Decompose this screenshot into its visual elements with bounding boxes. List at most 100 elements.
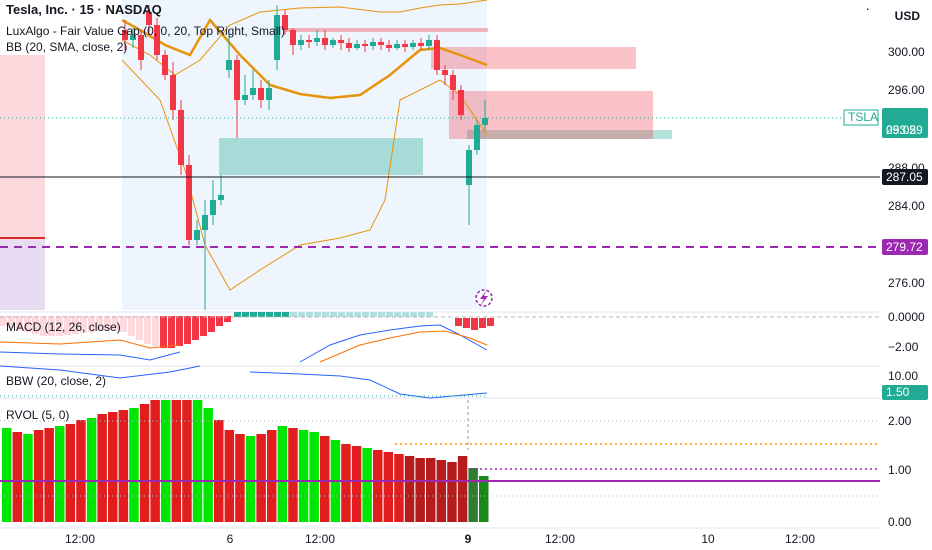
bbw-indicator-legend[interactable]: BBW (20, close, 2) <box>6 374 107 388</box>
last-price-badge-bg <box>882 108 928 138</box>
macd-histogram-bar <box>80 316 87 333</box>
macd-histogram-bar <box>184 316 191 344</box>
bbw-line <box>249 371 488 399</box>
macd-histogram-bar <box>56 316 63 336</box>
candle-body <box>178 110 184 165</box>
fvg-bear-zone-1 <box>431 47 636 69</box>
fvg-indicator-legend[interactable]: LuxAlgo - Fair Value Gap (0, 0, 20, Top … <box>6 24 286 38</box>
macd-histogram-bar <box>160 316 167 348</box>
rvol-bar <box>2 428 12 522</box>
macd-histogram-bar <box>120 316 127 332</box>
macd-histogram-bar <box>479 318 486 328</box>
bb-indicator-legend[interactable]: BB (20, SMA, close, 2) <box>6 40 128 54</box>
rvol-bar <box>373 450 383 522</box>
candle-body <box>210 200 216 215</box>
fvg-bear-zone-2 <box>449 91 653 139</box>
price-axis-tick: 296.00 <box>888 83 925 97</box>
macd-histogram-bar <box>282 312 289 317</box>
macd-histogram-bar <box>418 312 425 317</box>
candle-body <box>474 125 480 150</box>
rvol-bar <box>404 456 415 522</box>
candle-body <box>370 42 376 46</box>
rvol-bar <box>362 448 372 522</box>
macd-line-left <box>0 351 181 361</box>
rvol-bar <box>468 468 478 522</box>
macd-histogram-bar <box>40 316 47 336</box>
candle-body <box>362 44 368 46</box>
rvol-bar <box>383 452 394 522</box>
macd-histogram-bar <box>64 316 71 335</box>
macd-histogram-bar <box>208 316 215 332</box>
rvol-bar <box>214 420 224 522</box>
countdown-label: 05:05 <box>886 123 916 137</box>
candle-body <box>426 40 432 46</box>
macd-histogram-bar <box>24 316 31 332</box>
candle-body <box>450 75 456 90</box>
macd-histogram-bar <box>144 316 151 344</box>
rvol-bar <box>267 430 277 522</box>
rvol-indicator-legend[interactable]: RVOL (5, 0) <box>6 408 70 422</box>
rvol-bar <box>171 400 182 522</box>
rvol-bar <box>288 428 298 522</box>
rvol-bar <box>97 414 107 522</box>
rvol-bar <box>320 436 330 522</box>
macd-signal-line <box>319 330 488 363</box>
candle-body <box>418 43 424 46</box>
candle-body <box>194 230 200 240</box>
candle-body <box>250 88 256 95</box>
rvol-bar <box>457 456 468 522</box>
currency-label[interactable]: USD <box>894 9 920 23</box>
macd-histogram-bar <box>8 316 15 328</box>
macd-histogram-bar <box>274 312 281 317</box>
candle-body <box>466 150 472 185</box>
rvol-bar <box>192 400 203 522</box>
rvol-bar <box>235 434 245 522</box>
rvol-bar <box>394 454 404 522</box>
hline-price-badge-bg <box>882 169 928 185</box>
rvol-axis-tick: 1.00 <box>888 463 912 477</box>
candle-body <box>394 44 400 48</box>
candle-body <box>226 60 232 70</box>
bbw-axis-tick: 10.00 <box>888 369 918 383</box>
macd-histogram-bar <box>330 312 337 317</box>
bbw-value-badge[interactable]: 1.50 <box>886 385 910 399</box>
rvol-axis-tick: 2.00 <box>888 414 912 428</box>
time-axis-tick: 10 <box>701 532 715 546</box>
rvol-bar <box>245 436 256 522</box>
macd-histogram-bar <box>370 312 377 317</box>
macd-histogram-bar <box>266 312 273 317</box>
rvol-bar <box>479 476 489 522</box>
rvol-bar <box>298 430 309 522</box>
macd-histogram-bar <box>250 312 257 317</box>
lightning-icon-glyph <box>480 291 488 305</box>
macd-histogram-bar <box>176 316 183 346</box>
macd-histogram-bar <box>258 312 265 317</box>
last-price-badge[interactable]: 293.29 <box>886 123 923 137</box>
macd-histogram-bar <box>200 316 207 336</box>
price-axis-tick: 276.00 <box>888 276 925 290</box>
symbol-badge[interactable]: TSLA <box>848 110 878 124</box>
macd-indicator-legend[interactable]: MACD (12, 26, close) <box>6 320 121 334</box>
macd-histogram-bar <box>88 316 95 332</box>
hline-price-badge[interactable]: 287.05 <box>886 170 923 184</box>
rvol-bar <box>23 434 33 522</box>
rvol-bar <box>55 426 65 522</box>
minimize-icon[interactable]: · <box>865 0 870 16</box>
candle-body <box>290 30 296 45</box>
candle-body <box>138 35 144 60</box>
macd-histogram-bar <box>32 316 39 334</box>
candle-body <box>306 40 312 42</box>
macd-histogram-bar <box>0 316 7 326</box>
candle-body <box>314 38 320 42</box>
candle-body <box>162 55 168 75</box>
rvol-bar <box>447 462 457 522</box>
macd-line <box>299 324 488 363</box>
symbol-badge-bg <box>844 110 878 125</box>
macd-histogram-bar <box>346 312 353 317</box>
chart-title[interactable]: Tesla, Inc. · 15 · NASDAQ <box>6 2 162 17</box>
dashed-price-badge[interactable]: 279.72 <box>886 240 923 254</box>
bbw-line-left <box>0 365 201 379</box>
rvol-bar <box>129 408 139 522</box>
macd-histogram-bar <box>306 312 313 317</box>
